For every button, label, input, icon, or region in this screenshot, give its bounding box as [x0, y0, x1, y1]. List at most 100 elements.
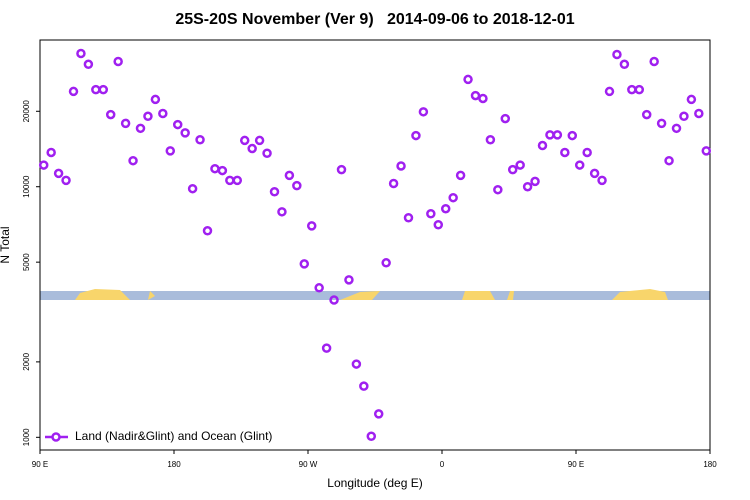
x-tick-label: 90 W: [299, 460, 318, 469]
data-point: [567, 130, 578, 141]
data-point: [217, 165, 228, 176]
land-shape: [612, 289, 668, 300]
data-point: [314, 283, 324, 293]
data-point: [239, 135, 250, 146]
data-point: [68, 86, 79, 97]
y-tick-label: 10000: [22, 175, 31, 198]
data-point: [172, 119, 183, 130]
data-point: [165, 146, 176, 156]
data-point: [254, 135, 265, 146]
data-point: [656, 118, 667, 129]
y-tick-label: 2000: [22, 352, 31, 370]
data-point: [701, 146, 712, 156]
data-point: [634, 84, 645, 95]
data-point: [694, 108, 704, 119]
data-point: [671, 123, 682, 134]
x-tick-label: 90 E: [568, 460, 584, 469]
land-shape: [462, 291, 495, 300]
data-point: [522, 181, 533, 192]
data-point: [485, 134, 496, 145]
data-point: [574, 160, 585, 170]
x-tick-label: 0: [440, 460, 445, 469]
data-point: [478, 93, 488, 104]
x-tick-label: 180: [703, 460, 717, 469]
data-point: [582, 147, 592, 158]
data-point: [329, 295, 339, 305]
data-point: [113, 56, 123, 67]
data-point: [455, 170, 466, 181]
land-shape: [75, 289, 130, 300]
data-point: [664, 155, 674, 166]
data-point: [597, 175, 607, 186]
data-point: [403, 212, 414, 223]
data-point: [500, 113, 511, 124]
y-axis-title: N Total: [0, 226, 12, 263]
data-point: [83, 59, 94, 70]
data-point: [262, 148, 272, 159]
data-point: [373, 409, 384, 419]
data-point: [470, 90, 481, 101]
data-point: [269, 186, 280, 197]
data-point: [247, 143, 257, 154]
data-point: [336, 164, 347, 175]
data-point: [53, 168, 64, 179]
data-point: [150, 94, 161, 105]
data-point: [440, 203, 451, 214]
data-point: [612, 49, 622, 60]
data-point: [351, 359, 362, 369]
x-tick-label: 180: [167, 460, 181, 469]
data-point: [284, 170, 295, 181]
data-point: [589, 168, 600, 179]
data-point: [135, 123, 146, 134]
data-point: [641, 109, 652, 120]
x-tick-label: 90 E: [32, 460, 48, 469]
land-shape: [148, 291, 155, 300]
data-point: [232, 175, 243, 186]
y-tick-label: 1000: [22, 428, 31, 446]
data-point: [143, 111, 153, 122]
data-point: [128, 155, 138, 166]
y-tick-label: 5000: [22, 253, 31, 271]
data-point: [411, 130, 421, 141]
data-point: [195, 134, 205, 145]
data-point: [98, 84, 109, 95]
data-point: [552, 130, 563, 140]
data-point: [120, 118, 131, 129]
data-point: [649, 56, 659, 67]
data-point: [76, 48, 86, 59]
data-point: [344, 275, 354, 285]
data-point: [158, 108, 168, 119]
data-point: [433, 220, 444, 230]
data-point: [493, 184, 503, 195]
data-point: [686, 94, 697, 105]
x-axis-title: Longitude (deg E): [327, 476, 422, 490]
land-shape: [507, 291, 514, 300]
data-point: [388, 178, 399, 189]
data-point: [604, 86, 615, 97]
legend-marker: [51, 432, 61, 442]
chart-title: 25S-20S November (Ver 9) 2014-09-06 to 2…: [175, 11, 574, 28]
data-point: [530, 176, 540, 187]
data-point: [418, 107, 429, 117]
data-point: [619, 59, 630, 70]
data-point: [299, 259, 310, 269]
data-point: [180, 128, 190, 138]
data-point: [366, 431, 377, 441]
data-point: [463, 74, 473, 85]
data-point: [38, 160, 49, 170]
legend-label: Land (Nadir&Glint) and Ocean (Glint): [75, 429, 272, 443]
plot-frame: [39, 39, 711, 451]
data-point: [46, 147, 56, 158]
map-band: [40, 289, 710, 300]
data-point: [560, 147, 570, 158]
data-point: [202, 226, 213, 236]
data-point: [321, 343, 332, 353]
data-point: [61, 175, 71, 186]
data-point: [105, 109, 116, 120]
data-point: [507, 164, 518, 175]
land-shape: [340, 291, 380, 300]
y-tick-label: 20000: [22, 100, 31, 123]
data-point: [306, 221, 317, 231]
